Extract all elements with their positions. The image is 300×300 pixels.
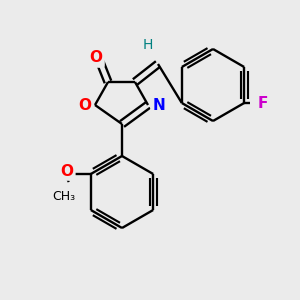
Text: H: H	[143, 38, 153, 52]
Text: O: O	[79, 98, 92, 112]
Text: CH₃: CH₃	[52, 190, 75, 202]
Text: O: O	[60, 164, 73, 178]
Text: N: N	[153, 98, 165, 112]
Text: F: F	[258, 95, 268, 110]
Text: O: O	[89, 50, 103, 65]
